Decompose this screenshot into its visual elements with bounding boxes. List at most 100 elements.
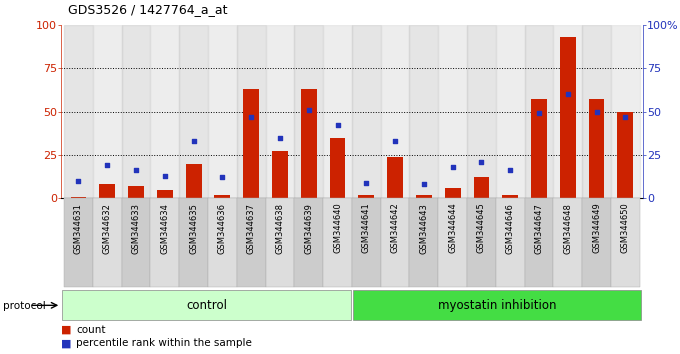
Point [332,122,343,128]
Point [390,138,401,144]
Text: GSM344649: GSM344649 [592,202,601,253]
Point [217,175,228,180]
Bar [208,25,237,198]
Bar [467,25,496,198]
Text: GDS3526 / 1427764_a_at: GDS3526 / 1427764_a_at [68,3,228,16]
Text: myostatin inhibition: myostatin inhibition [438,299,556,312]
Bar [524,25,554,198]
Point [534,110,545,116]
Bar [554,25,582,198]
Text: GSM344642: GSM344642 [390,202,400,253]
Text: GSM344633: GSM344633 [131,202,141,254]
Text: GSM344643: GSM344643 [420,202,428,253]
Bar [582,25,611,198]
Bar [445,188,460,198]
Point [275,135,286,140]
FancyBboxPatch shape [63,290,351,320]
Text: GSM344636: GSM344636 [218,202,227,254]
Bar [157,190,173,198]
Point [447,164,458,170]
FancyBboxPatch shape [208,198,237,287]
Bar [214,195,231,198]
Bar [611,25,640,198]
Point [102,162,113,168]
Point [620,114,631,120]
Bar [71,196,86,198]
Text: control: control [186,299,227,312]
FancyBboxPatch shape [381,198,409,287]
Point [303,107,314,113]
FancyBboxPatch shape [64,198,93,287]
FancyBboxPatch shape [266,198,294,287]
Point [131,168,141,173]
FancyBboxPatch shape [582,198,611,287]
Bar [99,184,115,198]
Bar [294,25,323,198]
Point [245,114,256,120]
Bar [301,89,317,198]
Text: protocol: protocol [3,301,46,310]
Text: ■: ■ [61,325,71,335]
Bar [589,99,605,198]
Text: GSM344650: GSM344650 [621,202,630,253]
FancyBboxPatch shape [323,198,352,287]
Bar [330,137,345,198]
Bar [531,99,547,198]
Text: GSM344641: GSM344641 [362,202,371,253]
FancyBboxPatch shape [180,198,208,287]
Text: GSM344638: GSM344638 [275,202,284,254]
Text: GSM344645: GSM344645 [477,202,486,253]
Bar [352,25,381,198]
Point [159,173,170,178]
Bar [496,25,524,198]
Text: GSM344647: GSM344647 [534,202,543,253]
FancyBboxPatch shape [150,198,180,287]
FancyBboxPatch shape [237,198,266,287]
Bar [416,195,432,198]
Bar [122,25,150,198]
Bar [93,25,122,198]
FancyBboxPatch shape [93,198,122,287]
Bar [64,25,93,198]
Text: GSM344631: GSM344631 [74,202,83,253]
Text: GSM344634: GSM344634 [160,202,169,253]
Point [418,182,429,187]
Bar [237,25,266,198]
Bar [387,156,403,198]
Point [505,168,515,173]
Point [188,138,199,144]
Bar [323,25,352,198]
Bar [150,25,180,198]
Point [562,91,573,97]
Bar [560,37,576,198]
Bar [473,177,490,198]
Text: count: count [76,325,105,335]
FancyBboxPatch shape [352,198,381,287]
Text: GSM344644: GSM344644 [448,202,457,253]
Bar [128,186,144,198]
FancyBboxPatch shape [353,290,641,320]
Bar [381,25,409,198]
Bar [266,25,294,198]
Point [591,109,602,114]
Text: GSM344640: GSM344640 [333,202,342,253]
FancyBboxPatch shape [438,198,467,287]
Text: GSM344632: GSM344632 [103,202,112,253]
Text: GSM344648: GSM344648 [563,202,573,253]
FancyBboxPatch shape [611,198,640,287]
Text: ■: ■ [61,338,71,348]
FancyBboxPatch shape [467,198,496,287]
FancyBboxPatch shape [122,198,150,287]
FancyBboxPatch shape [496,198,524,287]
Bar [180,25,208,198]
Bar [438,25,467,198]
Bar [617,112,633,198]
FancyBboxPatch shape [409,198,438,287]
Text: percentile rank within the sample: percentile rank within the sample [76,338,252,348]
Point [361,180,372,185]
Text: GSM344637: GSM344637 [247,202,256,254]
Bar [186,164,201,198]
Bar [358,195,374,198]
Bar [272,152,288,198]
FancyBboxPatch shape [294,198,323,287]
